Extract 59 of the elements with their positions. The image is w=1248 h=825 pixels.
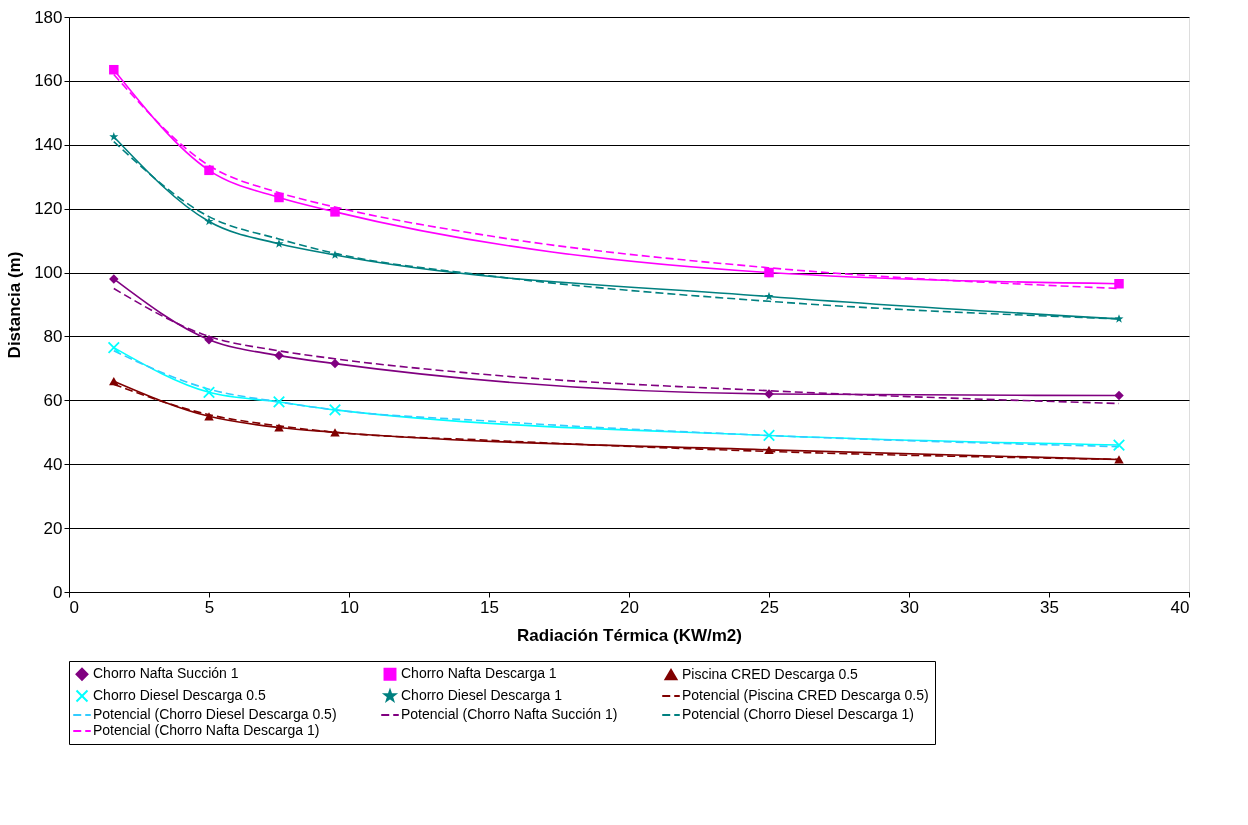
point — [109, 274, 119, 284]
legend-label: Chorro Nafta Succión 1 — [93, 665, 239, 682]
point — [107, 341, 120, 354]
y-tick-label: 140 — [34, 135, 63, 155]
point — [328, 403, 342, 417]
point — [764, 291, 774, 301]
legend-label: Piscina CRED Descarga 0.5 — [682, 665, 859, 682]
point — [274, 423, 284, 432]
legend-label: Chorro Nafta Descarga 1 — [401, 665, 557, 682]
point — [274, 350, 284, 361]
point — [1114, 455, 1124, 464]
point — [272, 395, 286, 409]
point — [330, 358, 340, 369]
x-tick-label: 30 — [900, 597, 919, 617]
y-tick-label: 100 — [34, 263, 63, 283]
point — [330, 207, 340, 217]
y-tick-label: 80 — [43, 326, 63, 346]
x-tick-label: 25 — [760, 597, 779, 617]
legend-label: Potencial (Chorro Diesel Descarga 1) — [682, 706, 914, 722]
point — [1114, 390, 1124, 401]
x-tick-label: 35 — [1040, 597, 1059, 617]
x-tick-label: 15 — [480, 597, 499, 617]
point — [762, 429, 776, 442]
y-tick-label: 60 — [43, 390, 63, 410]
y-tick-label: 160 — [34, 71, 63, 91]
point — [204, 216, 214, 226]
y-tick-label: 120 — [34, 199, 63, 219]
point — [109, 377, 119, 386]
x-tick-label: 10 — [340, 597, 359, 617]
legend-label: Chorro Diesel Descarga 1 — [401, 687, 563, 703]
point — [202, 386, 216, 399]
y-tick-label: 20 — [43, 518, 63, 538]
legend-label: Potencial (Chorro Nafta Succión 1) — [401, 706, 618, 722]
point — [274, 192, 284, 203]
x-tick-label: 0 — [69, 597, 79, 617]
point — [204, 165, 214, 176]
legend-label: Chorro Diesel Descarga 0.5 — [93, 687, 266, 703]
point — [330, 428, 340, 437]
x-tick-label: 40 — [1170, 597, 1190, 617]
point — [1114, 278, 1124, 289]
point — [204, 334, 214, 345]
x-tick-label: 20 — [620, 597, 639, 617]
point — [1112, 438, 1126, 452]
point — [1114, 314, 1124, 323]
y-tick-label: 0 — [53, 582, 63, 602]
point — [764, 267, 774, 278]
y-axis-title: Distancia (m) — [5, 251, 25, 359]
legend-label: Potencial (Piscina CRED Descarga 0.5) — [682, 687, 929, 703]
x-tick-label: 5 — [204, 597, 215, 617]
x-axis-title: Radiación Térmica (KW/m2) — [517, 625, 742, 645]
point — [330, 250, 340, 259]
y-tick-label: 180 — [34, 7, 63, 27]
point — [109, 64, 119, 75]
y-tick-label: 40 — [43, 454, 63, 474]
point — [764, 445, 774, 454]
point — [109, 132, 119, 141]
point — [274, 239, 284, 248]
legend-label: Potencial (Chorro Diesel Descarga 0.5) — [93, 706, 337, 722]
legend-label: Potencial (Chorro Nafta Descarga 1) — [93, 722, 320, 738]
